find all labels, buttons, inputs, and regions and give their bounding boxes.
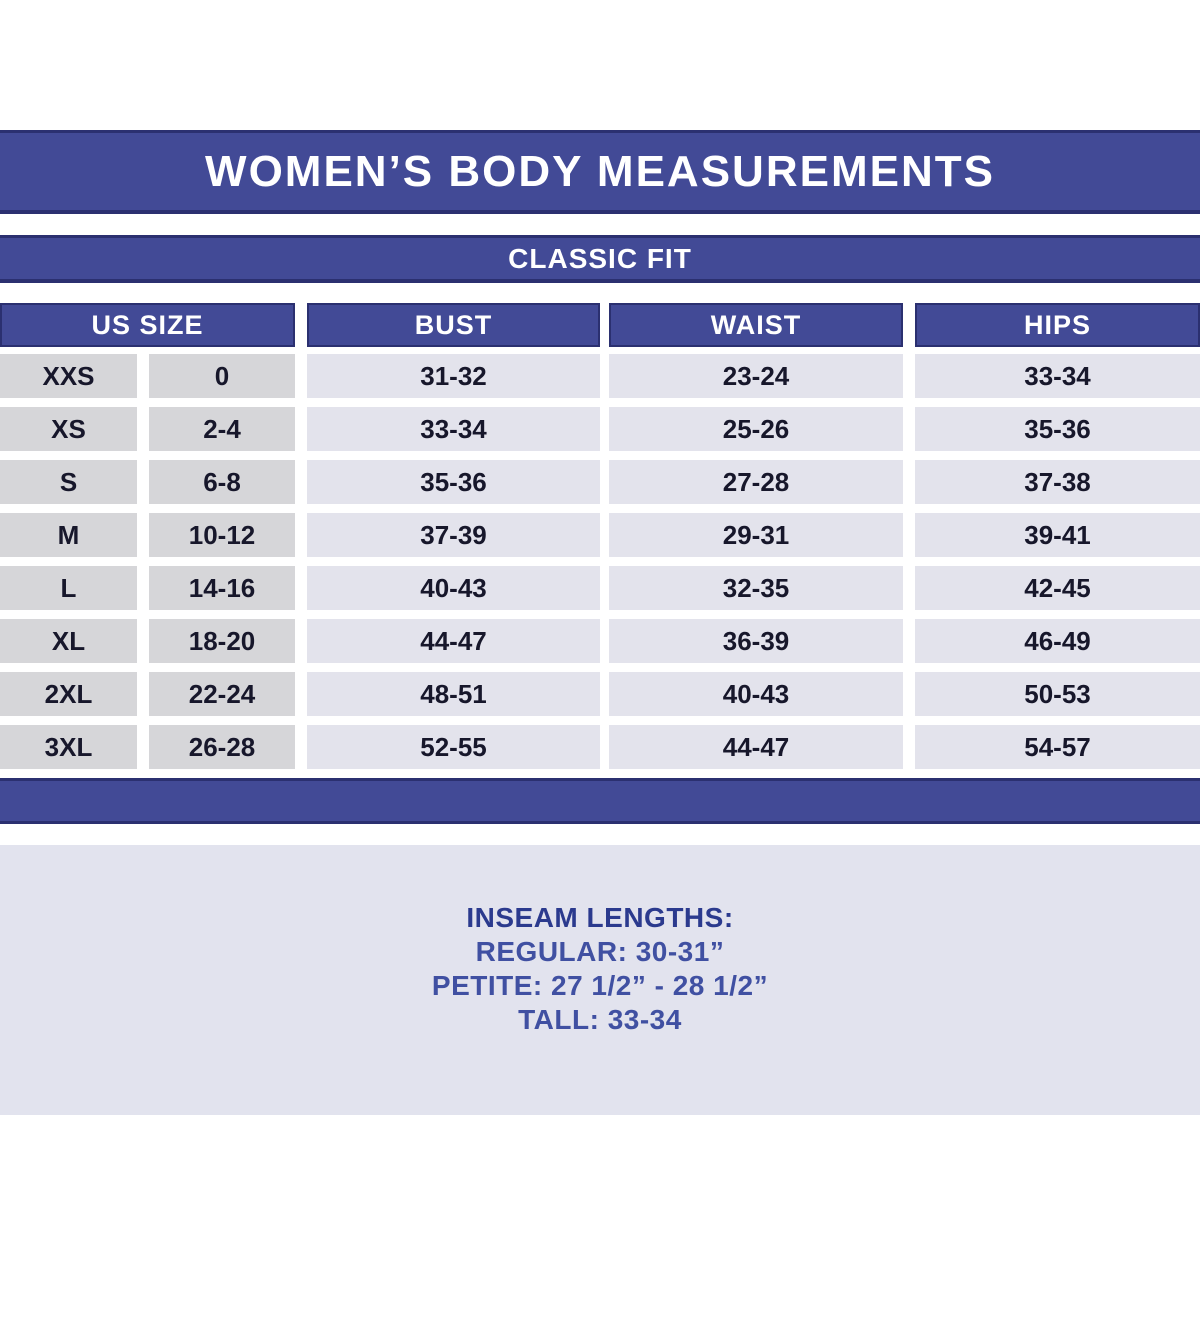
cell-bust: 48-51 bbox=[307, 672, 600, 716]
cell-waist: 36-39 bbox=[609, 619, 903, 663]
fit-label: CLASSIC FIT bbox=[508, 242, 692, 274]
cell-size-label: S bbox=[0, 460, 137, 504]
cell-hips: 54-57 bbox=[915, 725, 1200, 769]
table-row: XXS 0 31-32 23-24 33-34 bbox=[0, 354, 1200, 398]
cell-size-label: L bbox=[0, 566, 137, 610]
cell-waist: 23-24 bbox=[609, 354, 903, 398]
cell-hips: 37-38 bbox=[915, 460, 1200, 504]
cell-bust: 31-32 bbox=[307, 354, 600, 398]
cell-hips: 50-53 bbox=[915, 672, 1200, 716]
cell-size-label: XS bbox=[0, 407, 137, 451]
cell-us-size: 6-8 bbox=[149, 460, 295, 504]
table-row: 3XL 26-28 52-55 44-47 54-57 bbox=[0, 725, 1200, 769]
divider-bar bbox=[0, 778, 1200, 824]
table-row: L 14-16 40-43 32-35 42-45 bbox=[0, 566, 1200, 610]
table-row: XS 2-4 33-34 25-26 35-36 bbox=[0, 407, 1200, 451]
cell-us-size: 22-24 bbox=[149, 672, 295, 716]
column-header-waist: WAIST bbox=[609, 303, 903, 347]
table-row: S 6-8 35-36 27-28 37-38 bbox=[0, 460, 1200, 504]
cell-bust: 52-55 bbox=[307, 725, 600, 769]
table-row: M 10-12 37-39 29-31 39-41 bbox=[0, 513, 1200, 557]
size-chart-page: WOMEN’S BODY MEASUREMENTS CLASSIC FIT US… bbox=[0, 130, 1200, 1330]
cell-hips: 42-45 bbox=[915, 566, 1200, 610]
column-header-hips: HIPS bbox=[915, 303, 1200, 347]
cell-us-size: 18-20 bbox=[149, 619, 295, 663]
measurements-table: US SIZE BUST WAIST HIPS XXS 0 31-32 23-2… bbox=[0, 303, 1200, 769]
cell-waist: 40-43 bbox=[609, 672, 903, 716]
cell-bust: 33-34 bbox=[307, 407, 600, 451]
cell-bust: 37-39 bbox=[307, 513, 600, 557]
cell-hips: 35-36 bbox=[915, 407, 1200, 451]
cell-us-size: 14-16 bbox=[149, 566, 295, 610]
cell-waist: 44-47 bbox=[609, 725, 903, 769]
inseam-line-petite: PETITE: 27 1/2” - 28 1/2” bbox=[431, 970, 769, 1001]
cell-us-size: 2-4 bbox=[149, 407, 295, 451]
column-header-us-size: US SIZE bbox=[0, 303, 295, 347]
cell-waist: 27-28 bbox=[609, 460, 903, 504]
column-header-bust: BUST bbox=[307, 303, 600, 347]
cell-waist: 25-26 bbox=[609, 407, 903, 451]
inseam-line-regular: REGULAR: 30-31” bbox=[475, 936, 725, 967]
fit-banner: CLASSIC FIT bbox=[0, 235, 1200, 283]
cell-size-label: XL bbox=[0, 619, 137, 663]
inseam-section: INSEAM LENGTHS: REGULAR: 30-31” PETITE: … bbox=[0, 845, 1200, 1115]
cell-hips: 39-41 bbox=[915, 513, 1200, 557]
cell-bust: 44-47 bbox=[307, 619, 600, 663]
table-body: XXS 0 31-32 23-24 33-34 XS 2-4 33-34 25-… bbox=[0, 354, 1200, 769]
table-row: 2XL 22-24 48-51 40-43 50-53 bbox=[0, 672, 1200, 716]
cell-waist: 29-31 bbox=[609, 513, 903, 557]
table-row: XL 18-20 44-47 36-39 46-49 bbox=[0, 619, 1200, 663]
inseam-heading: INSEAM LENGTHS: bbox=[466, 902, 734, 933]
cell-us-size: 10-12 bbox=[149, 513, 295, 557]
title-banner: WOMEN’S BODY MEASUREMENTS bbox=[0, 130, 1200, 214]
inseam-line-tall: TALL: 33-34 bbox=[518, 1004, 682, 1035]
cell-hips: 46-49 bbox=[915, 619, 1200, 663]
table-header-row: US SIZE BUST WAIST HIPS bbox=[0, 303, 1200, 347]
cell-hips: 33-34 bbox=[915, 354, 1200, 398]
cell-us-size: 26-28 bbox=[149, 725, 295, 769]
cell-size-label: XXS bbox=[0, 354, 137, 398]
cell-bust: 35-36 bbox=[307, 460, 600, 504]
cell-bust: 40-43 bbox=[307, 566, 600, 610]
cell-size-label: 3XL bbox=[0, 725, 137, 769]
cell-size-label: M bbox=[0, 513, 137, 557]
page-title: WOMEN’S BODY MEASUREMENTS bbox=[205, 146, 995, 196]
cell-waist: 32-35 bbox=[609, 566, 903, 610]
cell-us-size: 0 bbox=[149, 354, 295, 398]
cell-size-label: 2XL bbox=[0, 672, 137, 716]
